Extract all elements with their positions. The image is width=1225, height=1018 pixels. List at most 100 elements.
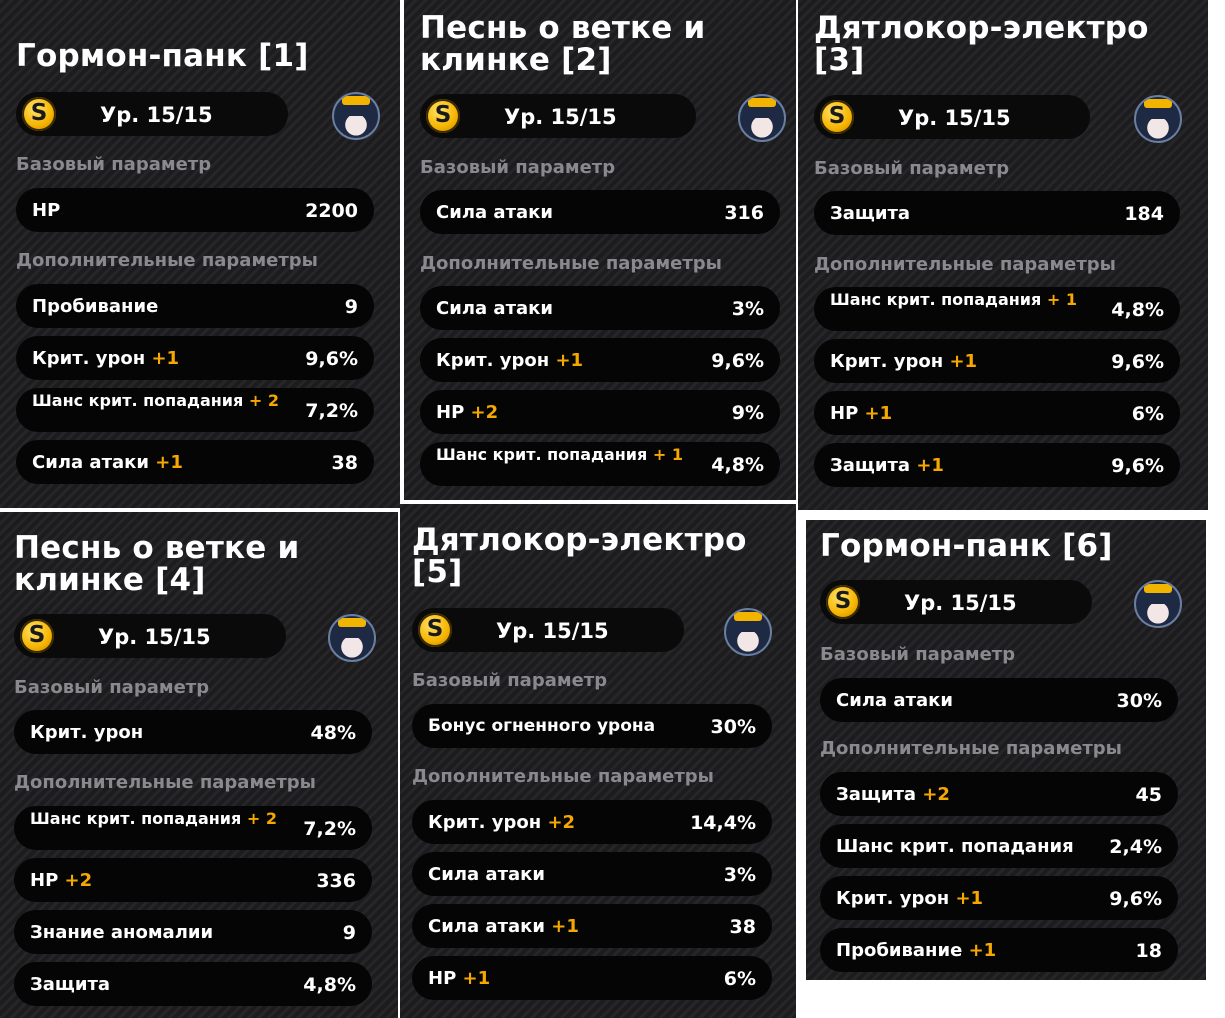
agent-avatar-icon[interactable] — [724, 608, 772, 656]
disc-title: Дятлокор-электро [3] — [814, 10, 1149, 78]
stat-upgrade: +1 — [955, 888, 984, 909]
stat-name: Сила атаки — [436, 202, 553, 223]
stat-name: HP +2 — [30, 870, 93, 891]
disc-card-4: Песнь о ветке и клинке [4] S Ур. 15/15 Б… — [0, 512, 398, 1018]
stat-value: 38 — [729, 916, 756, 938]
level-bar: S Ур. 15/15 — [420, 94, 696, 138]
sub-stat-row: Крит. урон +1 9,6% — [814, 339, 1180, 383]
disc-title: Песнь о ветке и клинке [4] — [14, 530, 300, 598]
stat-upgrade: +1 — [151, 348, 180, 369]
sub-stat-row: Шанс крит. попадания + 1 4,8% — [420, 442, 780, 486]
stat-name: Сила атаки — [436, 298, 553, 319]
stat-value: 48% — [310, 722, 356, 744]
rank-s-icon: S — [826, 585, 860, 619]
disc-card-5: Дятлокор-электро [5] S Ур. 15/15 Базовый… — [400, 504, 796, 1018]
stat-name: Крит. урон +1 — [836, 888, 984, 909]
stat-upgrade: +1 — [155, 452, 183, 473]
sub-stat-row: HP +2 9% — [420, 390, 780, 434]
sub-stat-row: Шанс крит. попадания + 2 7,2% — [14, 806, 372, 850]
agent-avatar-icon[interactable] — [328, 614, 376, 662]
agent-avatar-icon[interactable] — [332, 92, 380, 140]
stat-name: HP +2 — [436, 402, 499, 423]
level-text: Ур. 15/15 — [904, 591, 1017, 615]
rank-s-icon: S — [20, 619, 54, 653]
level-text: Ур. 15/15 — [98, 625, 211, 649]
sub-stat-row: Сила атаки 3% — [420, 286, 780, 330]
base-stat-row: Бонус огненного урона 30% — [412, 704, 772, 748]
sub-stat-row: Шанс крит. попадания + 2 7,2% — [16, 388, 374, 432]
stat-name: Защита — [30, 974, 111, 995]
sub-stat-row: Сила атаки +1 38 — [16, 440, 374, 484]
stat-value: 184 — [1124, 203, 1164, 225]
stat-value: 9,6% — [1111, 351, 1164, 373]
sub-stat-row: Крит. урон +2 14,4% — [412, 800, 772, 844]
stat-name: Шанс крит. попадания + 2 — [32, 391, 279, 410]
rank-s-icon: S — [426, 99, 460, 133]
stat-value: 6% — [723, 968, 756, 990]
base-stat-row: HP 2200 — [16, 188, 374, 232]
stat-value: 18 — [1135, 940, 1162, 962]
level-text: Ур. 15/15 — [100, 103, 213, 127]
stat-name: Крит. урон +1 — [436, 350, 584, 371]
disc-title: Песнь о ветке и клинке [2] — [420, 10, 706, 78]
agent-avatar-icon[interactable] — [738, 94, 786, 142]
stat-upgrade: + 1 — [1046, 290, 1077, 309]
stat-upgrade: +1 — [462, 968, 491, 989]
level-bar: S Ур. 15/15 — [16, 92, 288, 136]
sub-stat-row: Сила атаки 3% — [412, 852, 772, 896]
stat-name: Защита +1 — [830, 455, 944, 476]
stat-upgrade: + 1 — [652, 445, 683, 464]
stat-name: Шанс крит. попадания + 1 — [436, 445, 683, 464]
stat-upgrade: + 2 — [248, 391, 279, 410]
agent-avatar-icon[interactable] — [1134, 95, 1182, 143]
base-stat-heading: Базовый параметр — [412, 670, 608, 691]
stat-value: 30% — [1116, 690, 1162, 712]
base-stat-heading: Базовый параметр — [814, 158, 1010, 179]
stat-name: Шанс крит. попадания + 2 — [30, 809, 277, 828]
stat-value: 7,2% — [305, 400, 358, 422]
sub-stat-row: Крит. урон +1 9,6% — [820, 876, 1178, 920]
sub-stat-row: Крит. урон +1 9,6% — [16, 336, 374, 380]
stat-upgrade: +1 — [949, 351, 978, 372]
sub-stat-row: Защита 4,8% — [14, 962, 372, 1006]
sub-stat-row: Сила атаки +1 38 — [412, 904, 772, 948]
agent-avatar-icon[interactable] — [1134, 580, 1182, 628]
stat-value: 4,8% — [711, 454, 764, 476]
stat-name: Пробивание — [32, 296, 159, 317]
stat-value: 9,6% — [711, 350, 764, 372]
stat-name: Защита +2 — [836, 784, 950, 805]
stat-upgrade: +1 — [968, 940, 997, 961]
stat-value: 45 — [1135, 784, 1162, 806]
stat-upgrade: + 2 — [246, 809, 277, 828]
rank-s-icon: S — [22, 97, 56, 131]
disc-card-2: Песнь о ветке и клинке [2] S Ур. 15/15 Б… — [404, 0, 796, 500]
stat-upgrade: +2 — [470, 402, 499, 423]
stat-value: 6% — [1131, 403, 1164, 425]
stat-upgrade: +1 — [916, 455, 944, 476]
level-text: Ур. 15/15 — [496, 619, 609, 643]
stat-name: Крит. урон +1 — [830, 351, 978, 372]
sub-stats-heading: Дополнительные параметры — [14, 772, 316, 793]
stat-value: 2,4% — [1109, 836, 1162, 858]
disc-card-3: Дятлокор-электро [3] S Ур. 15/15 Базовый… — [798, 0, 1208, 510]
disc-title: Дятлокор-электро [5] — [412, 522, 747, 590]
stat-value: 14,4% — [690, 812, 756, 834]
sub-stat-row: HP +1 6% — [412, 956, 772, 1000]
stat-value: 9 — [342, 922, 356, 944]
stat-value: 9,6% — [305, 348, 358, 370]
stat-upgrade: +2 — [64, 870, 93, 891]
stat-name: HP +1 — [830, 403, 893, 424]
sub-stat-row: Шанс крит. попадания + 1 4,8% — [814, 287, 1180, 331]
stat-name: Пробивание +1 — [836, 940, 997, 961]
base-stat-row: Крит. урон 48% — [14, 710, 372, 754]
level-bar: S Ур. 15/15 — [814, 95, 1090, 139]
sub-stat-row: Пробивание +1 18 — [820, 928, 1178, 972]
stat-name: Сила атаки — [428, 864, 545, 885]
stat-name: Бонус огненного урона — [428, 716, 656, 736]
sub-stats-heading: Дополнительные параметры — [16, 250, 318, 271]
stat-upgrade: +1 — [864, 403, 893, 424]
base-stat-row: Защита 184 — [814, 191, 1180, 235]
stat-name: Знание аномалии — [30, 922, 214, 943]
sub-stat-row: Крит. урон +1 9,6% — [420, 338, 780, 382]
sub-stat-row: Защита +2 45 — [820, 772, 1178, 816]
